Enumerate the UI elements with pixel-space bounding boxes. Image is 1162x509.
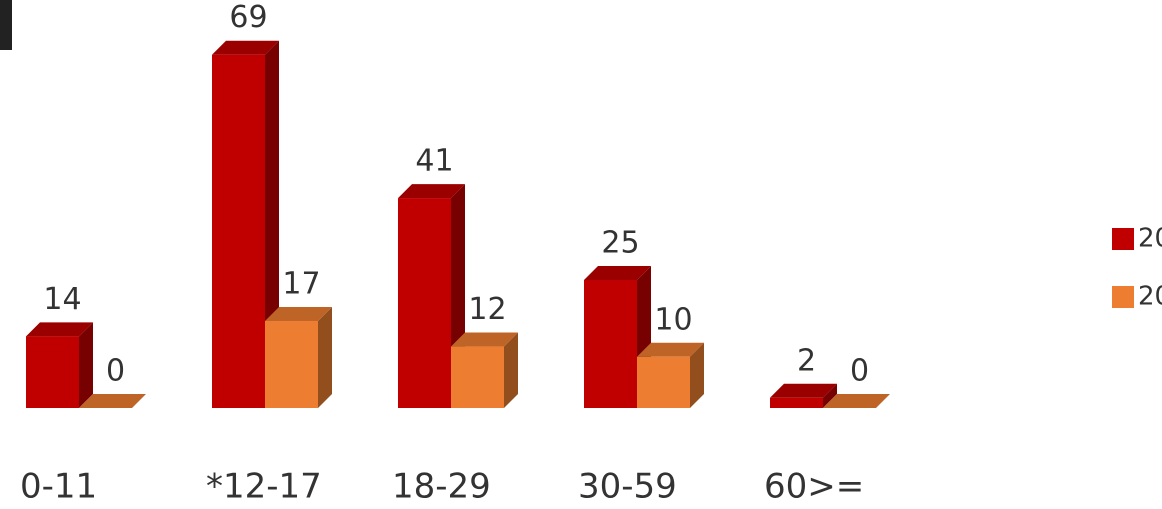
value-label: 10 <box>654 302 692 337</box>
bar-front <box>584 280 637 408</box>
bar <box>265 307 332 408</box>
legend-label: 2020 <box>1138 224 1162 254</box>
background <box>0 0 1162 509</box>
value-label: 17 <box>282 266 320 301</box>
bar-front <box>398 198 451 408</box>
legend-swatch <box>1112 228 1134 250</box>
bar <box>26 322 93 408</box>
value-label: 0 <box>106 354 125 389</box>
bar-front <box>451 347 504 408</box>
x-tick-label: 0-11 <box>20 467 97 507</box>
value-label: 69 <box>229 0 267 35</box>
bar-side <box>79 322 93 408</box>
bar <box>637 343 704 408</box>
bar-front <box>637 357 690 408</box>
legend-swatch <box>1112 286 1134 308</box>
legend-label: 2021 <box>1138 282 1162 312</box>
x-tick-label: 60>= <box>764 467 864 507</box>
value-label: 12 <box>468 292 506 327</box>
x-tick-label: *12-17 <box>206 467 322 507</box>
value-label: 2 <box>797 343 816 378</box>
edge-fragment <box>0 0 12 50</box>
value-label: 0 <box>850 354 869 389</box>
chart: 146941252017121000-11*12-1718-2930-5960>… <box>0 0 1162 509</box>
x-tick-label: 18-29 <box>392 467 491 507</box>
bar-front <box>770 398 823 408</box>
bar-front <box>212 55 265 408</box>
bar <box>451 333 518 408</box>
bar-front <box>26 336 79 408</box>
value-label: 25 <box>601 226 639 261</box>
x-tick-label: 30-59 <box>578 467 677 507</box>
bar-front <box>265 321 318 408</box>
value-label: 41 <box>415 144 453 179</box>
value-label: 14 <box>43 282 81 317</box>
bar-side <box>318 307 332 408</box>
